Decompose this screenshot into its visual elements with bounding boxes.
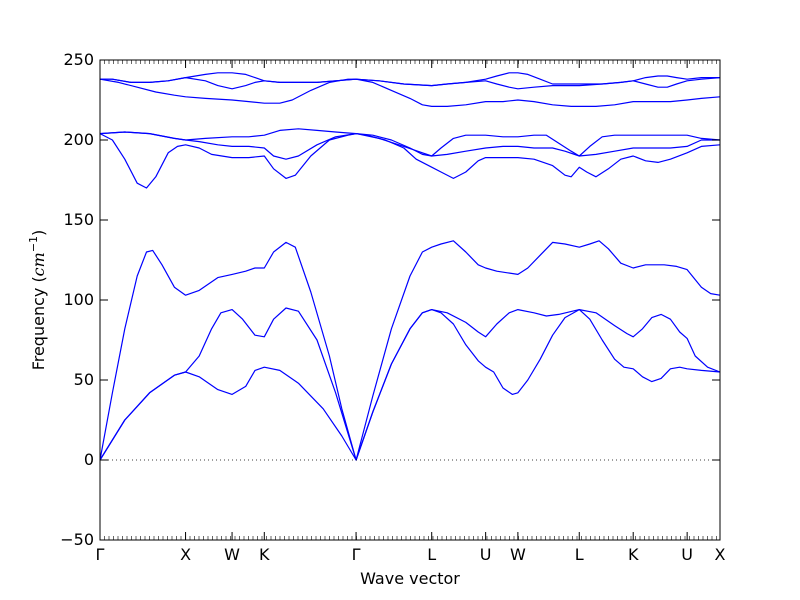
x-tick-label: L [575, 545, 584, 564]
x-tick-label: L [427, 545, 436, 564]
y-axis-ticks: −50 0 50 100 150 200 250 [60, 50, 720, 549]
x-tick-label: Γ [352, 545, 361, 564]
y-tick-label: 100 [63, 290, 94, 309]
band-line-2 [99, 307, 721, 461]
y-tick-label: 50 [74, 370, 94, 389]
x-tick-label: W [224, 545, 240, 564]
band-line-3 [99, 240, 721, 461]
band-line-7 [99, 78, 721, 107]
y-tick-label: −50 [60, 530, 94, 549]
y-axis-title: Frequency (cm−1) [27, 230, 48, 371]
x-axis-minor-ticks [99, 60, 717, 540]
x-tick-label: U [480, 545, 492, 564]
x-tick-label: K [259, 545, 270, 564]
y-tick-label: 150 [63, 210, 94, 229]
x-tick-label: W [510, 545, 526, 564]
y-tick-label: 200 [63, 130, 94, 149]
band-line-9 [100, 72, 720, 87]
y-tick-label: 250 [63, 50, 94, 69]
y-tick-label: 0 [84, 450, 94, 469]
plot-frame [99, 59, 721, 541]
band-line-6 [99, 128, 721, 157]
x-tick-label: X [715, 545, 726, 564]
x-tick-label: K [628, 545, 639, 564]
x-tick-label: Γ [96, 545, 105, 564]
band-line-4 [99, 133, 721, 189]
band-lines [99, 72, 721, 461]
x-axis-title: Wave vector [360, 569, 460, 588]
band-line-5 [99, 131, 720, 160]
band-line-8 [100, 77, 721, 90]
band-line-1 [99, 309, 721, 461]
x-tick-label: U [681, 545, 693, 564]
x-tick-label: X [180, 545, 191, 564]
